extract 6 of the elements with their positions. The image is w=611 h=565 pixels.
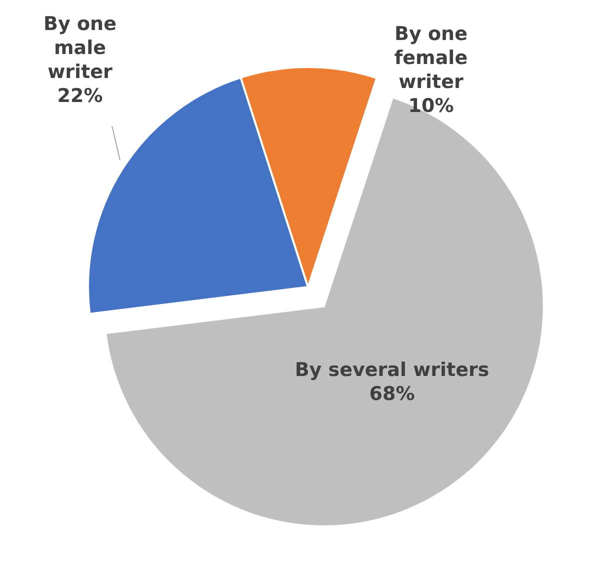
slice-label: By one male writer xyxy=(44,13,116,83)
data-label: 22% xyxy=(57,85,103,107)
data-label: 68% xyxy=(369,383,415,405)
slice-label: By one female writer xyxy=(394,23,468,93)
slice-label: By several writers xyxy=(294,359,490,381)
data-label: 10% xyxy=(408,95,454,117)
